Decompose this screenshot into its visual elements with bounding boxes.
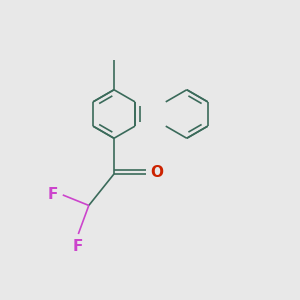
- Text: O: O: [150, 165, 163, 180]
- Text: F: F: [48, 188, 58, 202]
- Text: F: F: [73, 239, 83, 254]
